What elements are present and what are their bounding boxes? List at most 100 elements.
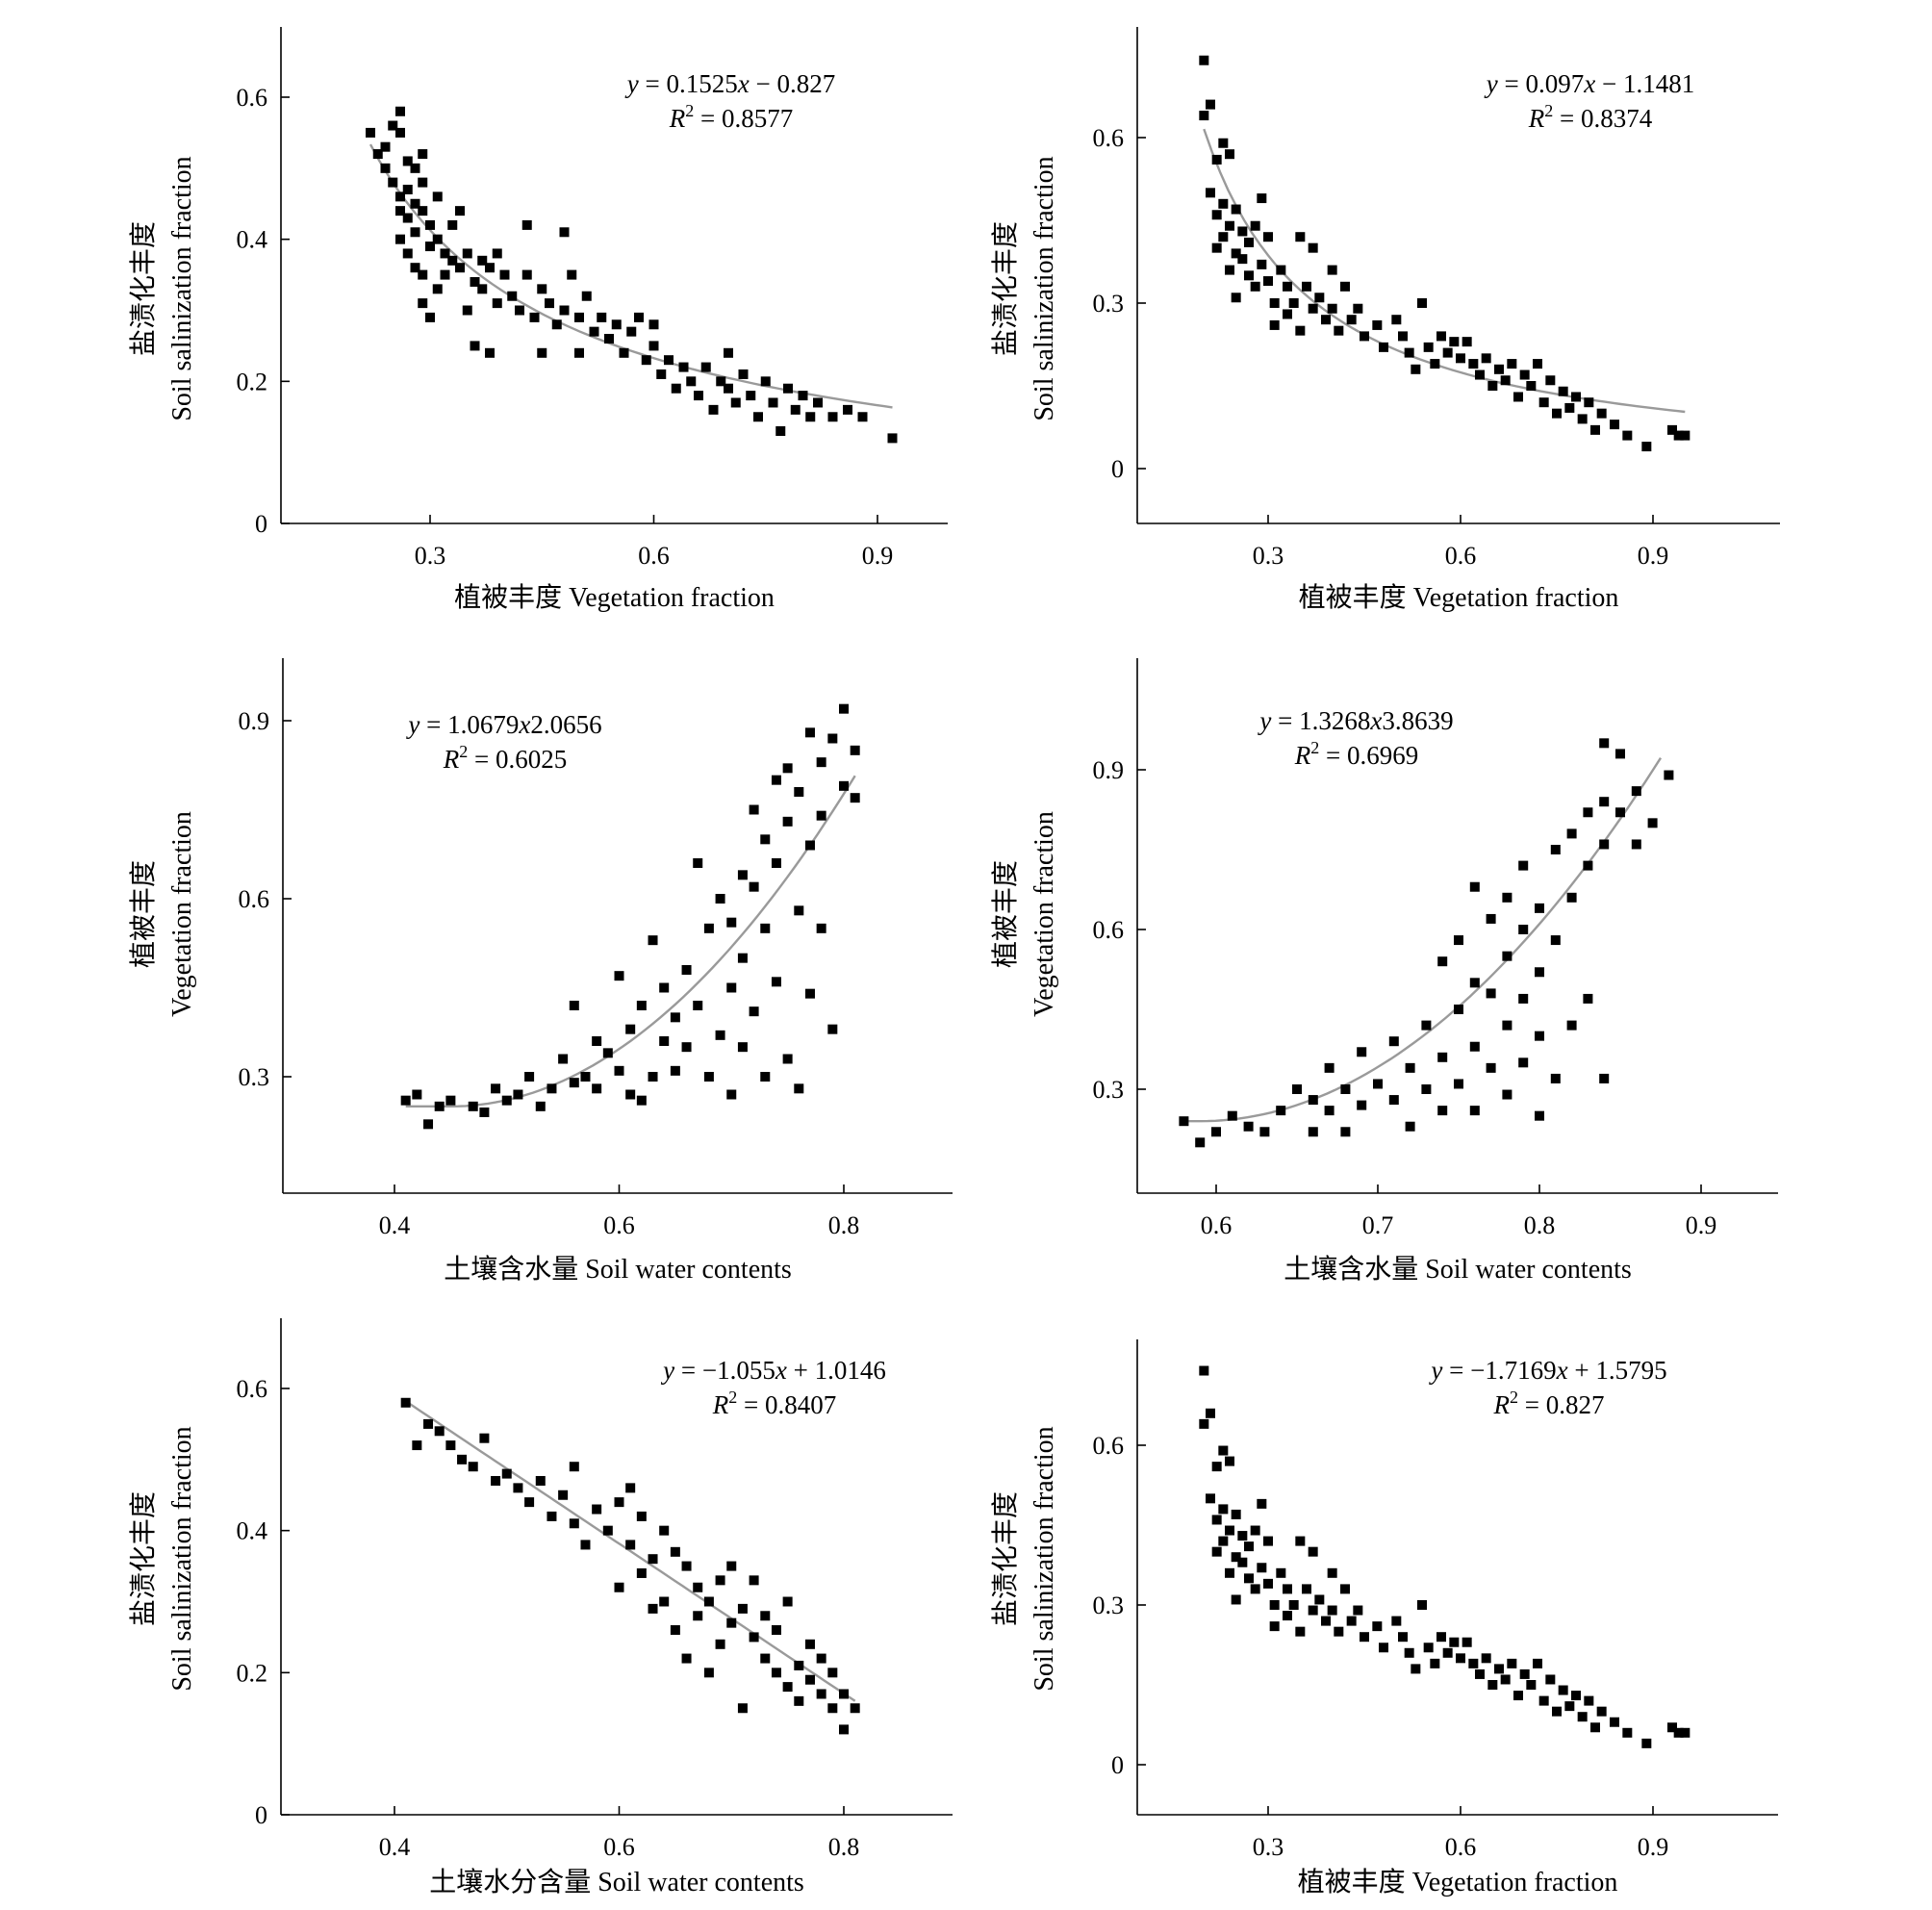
x-tick-label: 0.7 [1362, 1211, 1394, 1239]
x-tick-label: 0.9 [1686, 1211, 1717, 1239]
data-point [1437, 1106, 1448, 1116]
data-point [1494, 364, 1504, 374]
data-point [1673, 430, 1684, 441]
data-point [816, 810, 826, 821]
y-axis-title-cn: 盐渍化丰度 [128, 221, 159, 356]
data-point [1411, 1664, 1421, 1674]
r2-r: R [1528, 104, 1545, 133]
x-tick-label: 0.8 [828, 1833, 860, 1861]
r-squared: R2 = 0.8577 [669, 101, 793, 133]
data-point [1308, 303, 1318, 314]
data-point [738, 369, 749, 379]
data-point [1533, 359, 1542, 369]
data-point [614, 1582, 624, 1592]
data-point [410, 227, 420, 238]
data-point [462, 305, 472, 316]
data-point [1225, 220, 1234, 231]
data-point [547, 1083, 557, 1094]
data-point [1231, 1552, 1241, 1563]
data-point [1456, 1653, 1465, 1664]
data-point [1599, 1073, 1610, 1083]
data-point [827, 412, 838, 422]
data-point [783, 383, 793, 394]
data-point [418, 149, 428, 160]
data-point [470, 341, 480, 351]
data-point [737, 870, 748, 880]
data-point [1518, 925, 1529, 934]
data-point [746, 391, 756, 401]
data-point [670, 1012, 680, 1023]
data-point [760, 1072, 771, 1082]
data-point [1237, 1531, 1248, 1541]
data-point [1276, 1106, 1286, 1116]
data-point [827, 1668, 838, 1678]
data-point [1269, 1621, 1280, 1632]
data-point [1218, 1445, 1229, 1456]
data-point [468, 1462, 478, 1472]
data-point [558, 1054, 569, 1064]
data-point [693, 1582, 703, 1592]
scatter-panel-2: 0.3 0.6 0.9 0 0.3 0.6 植被丰度 Vegetation fraction… [990, 27, 1780, 613]
data-point [1481, 1653, 1491, 1664]
regression-equation: y = −1.055x + 1.0146 [660, 1356, 886, 1385]
data-point [1577, 414, 1588, 424]
data-point [1225, 1567, 1234, 1578]
data-point [1263, 1578, 1273, 1589]
data-point [625, 1089, 636, 1100]
y-tick-label: 0 [255, 1801, 267, 1829]
data-point [737, 1042, 748, 1053]
data-point [1225, 1456, 1234, 1466]
data-point [1535, 1110, 1544, 1121]
data-point [749, 881, 759, 892]
y-axis-title-en: Soil salinization fraction [167, 1426, 197, 1691]
data-point [447, 255, 458, 266]
data-point [1469, 881, 1480, 892]
data-point [625, 1540, 636, 1550]
data-point [839, 703, 849, 714]
data-point [440, 269, 450, 280]
data-point [1211, 154, 1222, 165]
data-point [1442, 1647, 1453, 1658]
data-point [1211, 210, 1222, 220]
data-point [730, 397, 741, 408]
r-squared: R2 = 0.6969 [1294, 738, 1418, 770]
data-point [1288, 1600, 1299, 1610]
data-point [1641, 442, 1652, 452]
data-point [1584, 397, 1594, 408]
data-point [641, 355, 651, 366]
y-axis-title-en: Soil salinization fraction [1030, 156, 1059, 420]
data-point [1502, 1089, 1513, 1100]
data-point [470, 276, 480, 287]
data-point [410, 198, 420, 209]
r2-r: R [669, 104, 686, 133]
data-point [1535, 1031, 1544, 1041]
data-point [604, 334, 614, 344]
data-point [813, 397, 823, 408]
eq-coef: = 1.0679 [419, 710, 519, 739]
data-point [529, 312, 540, 322]
data-point [1288, 298, 1299, 308]
data-point [726, 982, 737, 993]
data-point [693, 858, 703, 868]
eq-coef: = 1.3268 [1271, 706, 1370, 735]
data-point [1610, 1717, 1619, 1727]
data-point [1250, 220, 1260, 231]
eq-coef: = −1.055 [674, 1356, 775, 1385]
data-point [1340, 1127, 1351, 1137]
data-point [737, 1703, 748, 1714]
x-tick-label: 0.6 [603, 1833, 635, 1861]
data-point [716, 376, 726, 387]
eq-rest: + 1.5795 [1568, 1356, 1667, 1385]
data-point [1558, 386, 1568, 396]
data-point [589, 326, 599, 337]
data-point [681, 1653, 692, 1664]
data-point [1599, 738, 1610, 749]
data-point [1571, 1691, 1581, 1701]
data-point [850, 745, 860, 755]
x-tick-label: 0.6 [603, 1211, 635, 1239]
data-point [816, 923, 826, 933]
data-point [1357, 1100, 1367, 1110]
y-tick-label: 0.9 [239, 707, 270, 735]
data-point [614, 971, 624, 981]
data-point [592, 1036, 602, 1046]
